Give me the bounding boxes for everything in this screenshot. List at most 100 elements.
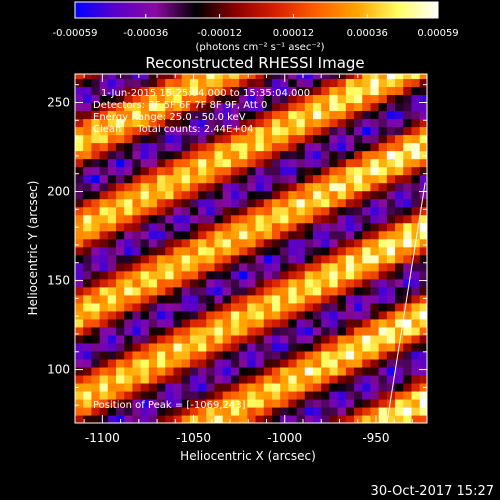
- heatmap-cell: [75, 86, 84, 96]
- heatmap-cell: [345, 246, 355, 256]
- heatmap-cell: [140, 302, 150, 312]
- heatmap-cell: [419, 214, 427, 224]
- heatmap-cell: [271, 110, 281, 120]
- heatmap-cell: [370, 302, 380, 312]
- heatmap-cell: [148, 374, 158, 384]
- colorbar-ticks: -0.00059 -0.00036 -0.00012 0.00012 0.00036 0.…: [53, 14, 459, 39]
- heatmap-cell: [304, 182, 314, 192]
- heatmap-cell: [419, 374, 427, 384]
- heatmap-cell: [239, 110, 248, 120]
- heatmap-cell: [75, 230, 84, 240]
- heatmap-cell: [247, 334, 257, 344]
- heatmap-cell: [255, 334, 265, 344]
- heatmap-cell: [124, 374, 134, 384]
- heatmap-cell: [148, 78, 158, 88]
- heatmap-cell: [198, 294, 207, 304]
- heatmap-cell: [173, 94, 183, 104]
- heatmap-cell: [222, 286, 232, 296]
- heatmap-cell: [116, 302, 125, 312]
- heatmap-cell: [173, 390, 183, 400]
- heatmap-cell: [222, 246, 232, 256]
- heatmap-cell: [239, 190, 248, 200]
- heatmap-cell: [173, 310, 183, 320]
- heatmap-cell: [91, 190, 101, 200]
- heatmap-cell: [148, 326, 158, 336]
- heatmap-cell: [321, 342, 331, 352]
- heatmap-cell: [206, 182, 216, 192]
- heatmap-cell: [206, 86, 216, 96]
- heatmap-cell: [99, 150, 109, 160]
- heatmap-cell: [230, 74, 240, 80]
- heatmap-cell: [321, 334, 331, 344]
- heatmap-cell: [157, 198, 166, 208]
- heatmap-cell: [214, 294, 224, 304]
- heatmap-cell: [75, 78, 84, 88]
- heatmap-cell: [345, 166, 355, 176]
- heatmap-cell: [354, 118, 363, 128]
- heatmap-cell: [181, 190, 191, 200]
- heatmap-cell: [230, 262, 240, 272]
- heatmap-cell: [247, 142, 257, 152]
- heatmap-cell: [354, 414, 363, 423]
- heatmap-cell: [345, 102, 355, 112]
- heatmap-cell: [239, 246, 248, 256]
- heatmap-cell: [157, 318, 166, 328]
- heatmap-cell: [140, 270, 150, 280]
- heatmap-cell: [140, 238, 150, 248]
- heatmap-cell: [99, 118, 109, 128]
- heatmap-cell: [362, 350, 372, 360]
- heatmap-cell: [148, 262, 158, 272]
- heatmap-cell: [321, 374, 331, 384]
- heatmap-cell: [165, 270, 175, 280]
- heatmap-cell: [313, 390, 322, 400]
- heatmap-cell: [288, 182, 298, 192]
- heatmap-cell: [296, 310, 306, 320]
- heatmap-cell: [296, 278, 306, 288]
- heatmap-cell: [181, 102, 191, 112]
- heatmap-cell: [403, 150, 413, 160]
- heatmap-cell: [181, 270, 191, 280]
- heatmap-cell: [99, 294, 109, 304]
- colorbar-tick-label: -0.00036: [123, 28, 168, 39]
- heatmap-cell: [75, 158, 84, 168]
- heatmap-cell: [132, 206, 142, 216]
- heatmap-cell: [304, 286, 314, 296]
- heatmap-cell: [99, 230, 109, 240]
- heatmap-cell: [189, 230, 199, 240]
- heatmap-cell: [116, 358, 125, 368]
- heatmap-cell: [83, 286, 93, 296]
- heatmap-cell: [83, 110, 93, 120]
- heatmap-cell: [280, 358, 289, 368]
- heatmap-cell: [75, 126, 84, 136]
- heatmap-cell: [313, 174, 322, 184]
- heatmap-cell: [173, 358, 183, 368]
- heatmap-cell: [247, 286, 257, 296]
- heatmap-cell: [107, 190, 117, 200]
- heatmap-cell: [140, 110, 150, 120]
- heatmap-cell: [378, 134, 388, 144]
- heatmap-cell: [124, 94, 134, 104]
- heatmap-cell: [75, 374, 84, 384]
- heatmap-cell: [107, 150, 117, 160]
- heatmap-cell: [214, 230, 224, 240]
- heatmap-cell: [148, 358, 158, 368]
- heatmap-cell: [403, 310, 413, 320]
- heatmap-cell: [247, 414, 257, 423]
- heatmap-cell: [140, 286, 150, 296]
- heatmap-cell: [354, 286, 363, 296]
- heatmap-cell: [370, 126, 380, 136]
- heatmap-cell: [107, 118, 117, 128]
- heatmap-cell: [419, 318, 427, 328]
- heatmap-cell: [304, 334, 314, 344]
- heatmap-cell: [107, 198, 117, 208]
- heatmap-cell: [271, 74, 281, 80]
- heatmap-cell: [230, 398, 240, 408]
- heatmap-cell: [165, 374, 175, 384]
- heatmap-cell: [239, 118, 248, 128]
- heatmap-cell: [206, 102, 216, 112]
- heatmap-cell: [419, 174, 427, 184]
- heatmap-cell: [288, 190, 298, 200]
- heatmap-cell: [288, 214, 298, 224]
- heatmap-cell: [255, 302, 265, 312]
- heatmap-cell: [91, 150, 101, 160]
